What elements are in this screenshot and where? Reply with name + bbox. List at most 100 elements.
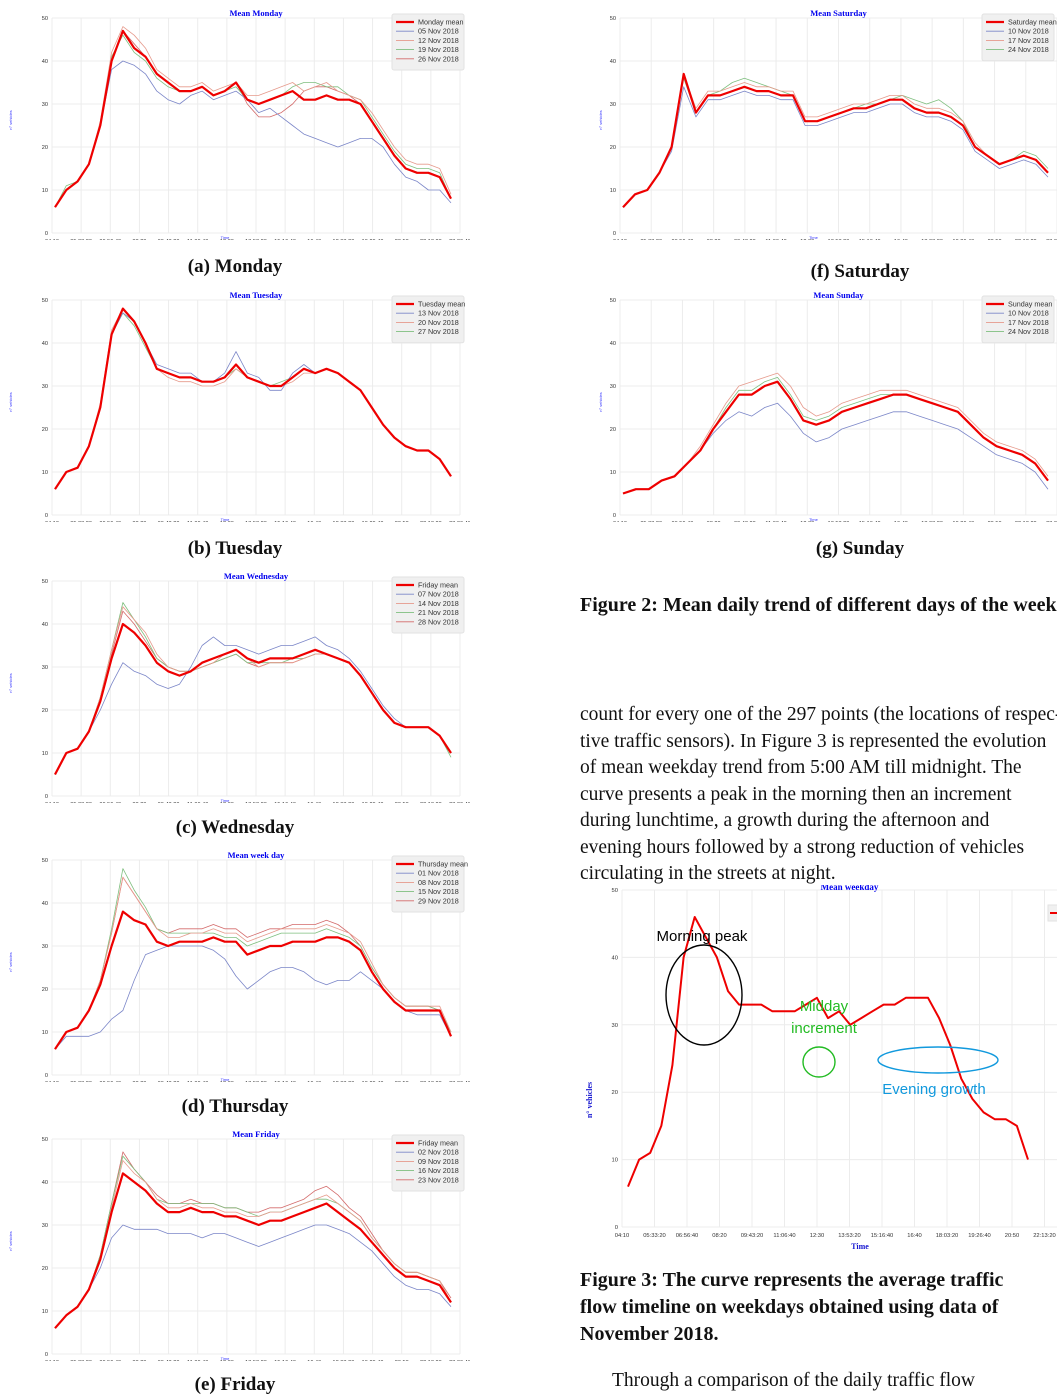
y-tick-label: 0 (45, 1073, 48, 1079)
caption-g: (g) Sunday (815, 538, 905, 559)
x-tick-label: 19:26:40 (362, 1360, 384, 1361)
y-tick-label: 30 (42, 1223, 48, 1229)
figure3-caption-line: Figure 3: The curve represents the avera… (580, 1269, 1004, 1291)
y-tick-label: 20 (42, 708, 48, 714)
x-tick-label: 12:30 (220, 802, 234, 803)
series-day-line (54, 60, 452, 208)
x-tick-label: 09:43:20 (158, 239, 180, 240)
x-axis-label: Time (221, 1077, 231, 1082)
x-tick-label: 19:26:40 (952, 239, 974, 240)
morning-peak-label: Morning peak (657, 928, 748, 945)
y-tick-label: 30 (610, 102, 616, 108)
x-tick-label: 23:36:40 (449, 521, 470, 522)
x-tick-label: 16:40 (307, 1081, 321, 1082)
x-tick-label: 06:56:40 (99, 1360, 121, 1361)
x-tick-label: 08:20 (132, 1360, 146, 1361)
x-tick-label: 20:50 (395, 1360, 409, 1361)
x-tick-label: 06:56:40 (99, 1081, 121, 1082)
evening-growth-label: Evening growth (882, 1081, 985, 1098)
x-axis-label: Time (221, 798, 231, 803)
series-day-line (54, 606, 452, 775)
x-tick-label: 08:20 (707, 521, 721, 522)
x-tick-label: 22:13:20 (420, 1081, 442, 1082)
y-axis-label: n° vehicles (8, 110, 13, 129)
x-tick-label: 11:06:40 (773, 1233, 795, 1239)
x-tick-label: 11:06:40 (187, 1081, 208, 1082)
y-tick-label: 0 (45, 231, 48, 237)
x-tick-label: 11:06:40 (765, 521, 786, 522)
panel-a: 04:10 05:33:20 06:56:40 08:20 09:43:20 11:06:… (0, 0, 470, 240)
series-mean-line (54, 1172, 452, 1329)
legend-entry: 09 Nov 2018 (418, 1157, 459, 1166)
chart-title: Mean Tuesday (230, 290, 283, 300)
y-axis-label: n° vehicles (598, 392, 603, 411)
x-tick-label: 23:36:40 (449, 802, 470, 803)
x-tick-label: 09:43:20 (158, 521, 180, 522)
legend-box (391, 1134, 465, 1192)
y-tick-label: 50 (612, 888, 618, 894)
x-tick-label: 22:13:20 (420, 521, 442, 522)
series-mean-line (627, 916, 1029, 1187)
x-tick-label: 23:36:40 (449, 1360, 470, 1361)
x-tick-label: 16:40 (307, 239, 321, 240)
x-tick-label: 23:36:40 (1046, 239, 1057, 240)
x-tick-label: 11:06:40 (187, 1360, 208, 1361)
caption-e: (e) Friday (194, 1374, 276, 1395)
x-tick-label: 08:20 (707, 239, 721, 240)
y-tick-label: 30 (42, 102, 48, 108)
legend-entry: Tuesday mean (418, 300, 465, 309)
x-tick-label: 19:26:40 (362, 802, 384, 803)
x-tick-label: 15:16:40 (274, 239, 296, 240)
caption-c: (c) Wednesday (175, 817, 295, 838)
x-axis-label: Time (851, 1242, 869, 1251)
legend-entry: Monday mean (418, 18, 464, 27)
trailing-paragraph: Through a comparison of the daily traffi… (612, 1370, 975, 1391)
figure2-caption: Figure 2: Mean daily trend of different … (580, 594, 1057, 616)
x-tick-label: 12:30 (220, 239, 234, 240)
x-tick-label: 04:10 (613, 239, 627, 240)
y-tick-label: 0 (613, 513, 616, 519)
x-tick-label: 15:16:40 (871, 1233, 894, 1239)
caption-f: (f) Saturday (810, 261, 910, 282)
panel-b: 04:10 05:33:20 06:56:40 08:20 09:43:20 11:06:… (0, 282, 470, 522)
y-tick-label: 40 (42, 59, 48, 65)
x-tick-label: 04:10 (45, 802, 59, 803)
x-tick-label: 15:16:40 (859, 239, 881, 240)
legend-entry: 17 Nov 2018 (1008, 318, 1049, 327)
legend-box (391, 13, 465, 71)
legend-entry: Thursday mean (418, 860, 468, 869)
y-tick-label: 0 (45, 794, 48, 800)
x-tick-label: 18:03:20 (936, 1233, 959, 1239)
midday-label: Midday (800, 998, 849, 1015)
x-tick-label: 06:56:40 (676, 1233, 699, 1239)
x-axis-label: Time (809, 517, 819, 522)
y-tick-label: 0 (615, 1225, 618, 1231)
y-tick-label: 20 (612, 1090, 618, 1096)
series-day-line (622, 372, 1049, 494)
x-tick-label: 04:10 (613, 521, 627, 522)
y-tick-label: 50 (42, 16, 48, 22)
legend-entry: 17 Nov 2018 (1008, 36, 1049, 45)
x-tick-label: 05:33:20 (70, 1081, 92, 1082)
x-tick-label: 13:53:20 (245, 239, 267, 240)
legend-entry: Sunday mean (1008, 300, 1052, 309)
x-tick-label: 16:40 (894, 239, 908, 240)
legend-entry: 16 Nov 2018 (418, 1166, 459, 1175)
chart-title: Mean Wednesday (224, 571, 289, 581)
x-tick-label: 06:56:40 (99, 239, 121, 240)
legend-entry: 10 Nov 2018 (1008, 309, 1049, 318)
morning-peak-circle (665, 944, 743, 1046)
x-tick-label: 19:26:40 (362, 1081, 384, 1082)
x-tick-label: 09:43:20 (158, 1081, 180, 1082)
x-tick-label: 08:20 (132, 521, 146, 522)
x-tick-label: 09:43:20 (734, 521, 756, 522)
x-tick-label: 16:40 (894, 521, 908, 522)
x-tick-label: 18:03:20 (333, 1081, 355, 1082)
x-tick-label: 05:33:20 (70, 802, 92, 803)
x-tick-label: 12:30 (220, 1360, 234, 1361)
x-tick-label: 13:53:20 (245, 1081, 267, 1082)
y-tick-label: 30 (42, 665, 48, 671)
chart-title: Mean Sunday (813, 290, 864, 300)
x-tick-label: 08:20 (132, 1081, 146, 1082)
x-tick-label: 20:50 (988, 239, 1002, 240)
